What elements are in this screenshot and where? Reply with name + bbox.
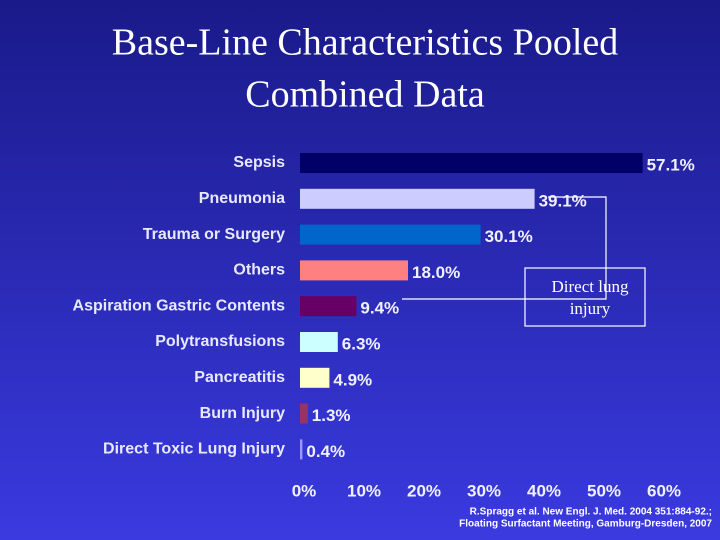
- chart-title: Base-Line Characteristics Pooled: [112, 22, 619, 64]
- category-label: Pancreatitis: [194, 369, 285, 386]
- category-label: Trauma or Surgery: [143, 226, 285, 243]
- x-tick-label: 0%: [292, 481, 317, 500]
- x-tick-label: 10%: [347, 481, 381, 500]
- annotation: Direct lung injury: [552, 277, 629, 318]
- bar: [300, 403, 308, 424]
- category-label: Aspiration Gastric Contents: [73, 297, 286, 314]
- category-label: Others: [233, 262, 285, 279]
- bar: [300, 260, 408, 281]
- x-tick-label: 30%: [467, 481, 501, 500]
- source: R.Spragg et al. New Engl. J. Med. 2004 3…: [470, 507, 712, 518]
- value-label: 4.9%: [333, 370, 372, 389]
- value-label: 18.0%: [412, 263, 460, 282]
- bar: [300, 153, 643, 173]
- x-tick-label: 20%: [407, 481, 441, 500]
- bar: [300, 332, 338, 352]
- value-label: 6.3%: [342, 334, 381, 353]
- category-label: Direct Toxic Lung Injury: [103, 441, 285, 458]
- x-tick-label: 50%: [587, 481, 621, 500]
- category-label: Burn Injury: [200, 405, 285, 422]
- value-label: 1.3%: [312, 406, 351, 425]
- bar: [300, 188, 535, 209]
- bar: [300, 367, 330, 388]
- category-label: Pneumonia: [199, 190, 285, 207]
- value-label: 57.1%: [647, 155, 695, 174]
- value-label: 30.1%: [485, 227, 533, 246]
- x-tick-label: 60%: [647, 481, 681, 500]
- value-label: 39.1%: [539, 191, 587, 210]
- value-label: 9.4%: [360, 299, 399, 318]
- category-label: Polytransfusions: [155, 333, 285, 350]
- category-label: Sepsis: [233, 154, 285, 171]
- bar: [300, 224, 481, 245]
- bar: [300, 439, 303, 460]
- annotation-connector: [402, 196, 607, 300]
- annotation-box: [524, 267, 646, 327]
- value-label: 0.4%: [306, 442, 345, 461]
- source: Floating Surfactant Meeting, Gamburg-Dre…: [459, 519, 712, 530]
- bar: [300, 296, 357, 317]
- x-tick-label: 40%: [527, 481, 561, 500]
- chart-title: Combined Data: [245, 74, 485, 116]
